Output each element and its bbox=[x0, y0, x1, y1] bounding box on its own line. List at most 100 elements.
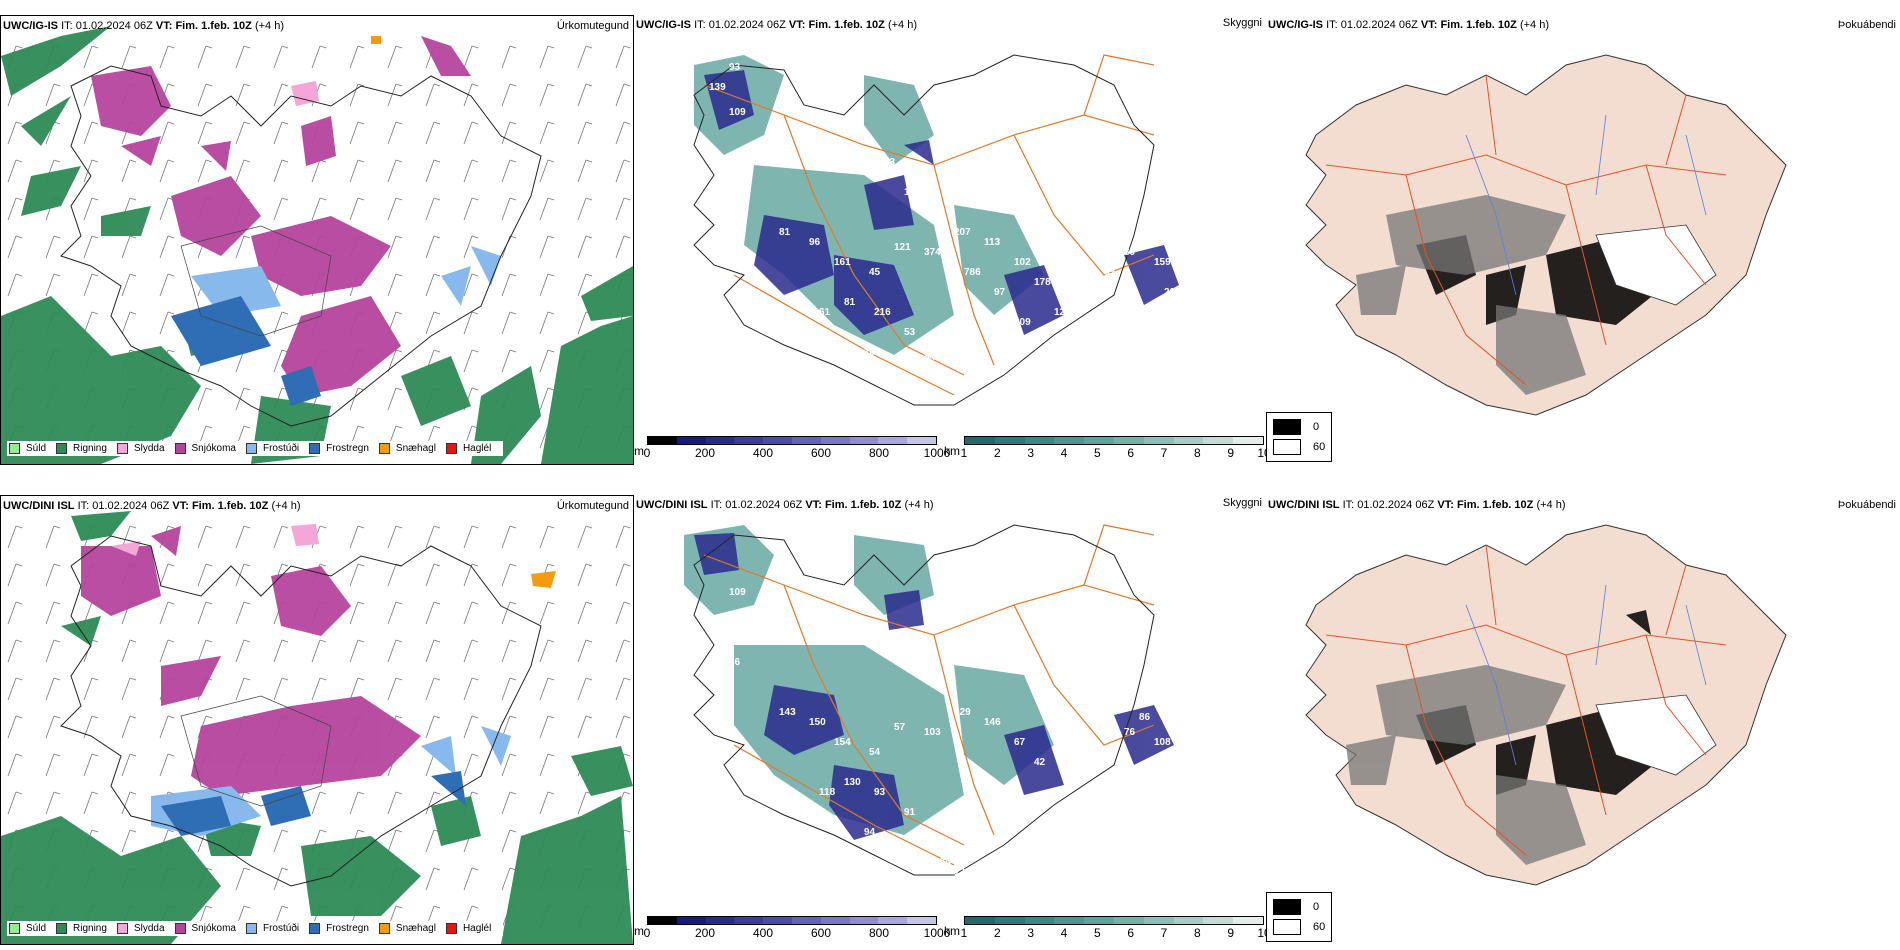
legend-swatch bbox=[9, 443, 20, 454]
wind-barb bbox=[45, 83, 61, 107]
wind-barb bbox=[501, 677, 517, 701]
wind-barb bbox=[539, 753, 555, 777]
wind-barb bbox=[197, 45, 213, 69]
wind-barb bbox=[577, 715, 593, 739]
colorbar-tick: 0 bbox=[643, 926, 651, 940]
wind-barb bbox=[349, 159, 365, 183]
precip-legend: Súld Rigning Slydda Snjókoma Frostúði Frostre… bbox=[7, 921, 504, 936]
wind-barb bbox=[121, 159, 137, 183]
wind-barb bbox=[311, 639, 327, 663]
wind-barb bbox=[273, 829, 289, 853]
wind-barb bbox=[235, 235, 251, 259]
wind-barb bbox=[425, 83, 441, 107]
ceiling-value-label: 200 bbox=[1164, 287, 1181, 298]
colorbar-tick: 9 bbox=[1227, 446, 1234, 460]
colorbar-tick: 9 bbox=[1227, 926, 1234, 940]
ceiling-value-label: 112 bbox=[729, 177, 746, 188]
ceiling-value-label: 216 bbox=[874, 307, 891, 318]
ceiling-value-label: 65 bbox=[1104, 267, 1116, 278]
wind-barb bbox=[273, 677, 289, 701]
colorbar-segment bbox=[1084, 917, 1114, 924]
fog-map-canvas bbox=[1305, 524, 1787, 886]
wind-barb bbox=[159, 639, 175, 663]
wind-barb bbox=[539, 349, 555, 373]
wind-barb bbox=[501, 83, 517, 107]
wind-barb bbox=[615, 563, 631, 587]
colorbar-tick: 3 bbox=[1027, 926, 1034, 940]
colorbar-tick: 8 bbox=[1193, 446, 1201, 460]
wind-barb bbox=[463, 639, 479, 663]
panel-title: UWC/DINI ISL IT: 01.02.2024 06Z VT: Fim.… bbox=[3, 500, 300, 512]
ceiling-value-label: 84 bbox=[924, 352, 936, 363]
ceiling-value-label: 67 bbox=[704, 52, 716, 63]
colorbar-segment bbox=[1203, 437, 1234, 444]
colorbar-segment bbox=[763, 437, 792, 444]
panel-title: UWC/DINI ISL IT: 01.02.2024 06Z VT: Fim.… bbox=[636, 499, 933, 511]
ceiling-value-label: 277 bbox=[974, 877, 991, 888]
wind-barb bbox=[83, 45, 99, 69]
ceiling-value-label: 53 bbox=[884, 157, 896, 168]
wind-barb bbox=[45, 639, 61, 663]
wind-barb bbox=[349, 45, 365, 69]
wind-barb bbox=[615, 121, 631, 145]
ceiling-value-label: 154 bbox=[834, 737, 851, 748]
wind-barb bbox=[615, 83, 631, 107]
wind-barb bbox=[45, 563, 61, 587]
colorbar-tick: 3 bbox=[1027, 446, 1034, 460]
panel-label-fog: Þokuábendi bbox=[1837, 499, 1896, 511]
model-name: UWC/IG-IS bbox=[1268, 19, 1323, 31]
wind-barb bbox=[387, 563, 403, 587]
wind-barb bbox=[577, 639, 593, 663]
fog-legend-label: 0 bbox=[1313, 901, 1320, 913]
legend-swatch bbox=[378, 923, 390, 934]
wind-barb bbox=[197, 121, 213, 145]
wind-barb bbox=[159, 601, 175, 625]
colorbar-segment bbox=[1233, 917, 1263, 924]
wind-barb bbox=[121, 677, 137, 701]
colorbar-tick: 400 bbox=[752, 446, 774, 460]
wind-barb bbox=[539, 387, 555, 411]
wind-barb bbox=[425, 639, 441, 663]
ceiling-value-label: 133 bbox=[794, 327, 811, 338]
ceiling-value-label: 81 bbox=[844, 297, 856, 308]
ceiling-value-label: 105 bbox=[1139, 232, 1156, 243]
wind-barb bbox=[463, 121, 479, 145]
ceiling-value-label: 118 bbox=[819, 787, 836, 798]
ceiling-value-label: 91 bbox=[1094, 307, 1106, 318]
legend-label: Frostregn bbox=[326, 443, 369, 454]
wind-barb bbox=[387, 791, 403, 815]
legend-swatch bbox=[309, 443, 321, 454]
precip-legend-item: Frostregn bbox=[309, 443, 369, 454]
wind-barb bbox=[615, 639, 631, 663]
wind-barb bbox=[425, 235, 441, 259]
legend-label: Slydda bbox=[133, 443, 165, 454]
fog-legend-swatch bbox=[1273, 439, 1301, 455]
colorbar-segment bbox=[965, 917, 995, 924]
wind-barb bbox=[539, 235, 555, 259]
wind-barb bbox=[425, 791, 441, 815]
wind-barb bbox=[387, 349, 403, 373]
wind-barb bbox=[197, 525, 213, 549]
wind-barb bbox=[463, 159, 479, 183]
wind-barb bbox=[425, 715, 441, 739]
ceiling-value-label: 159 bbox=[1154, 257, 1171, 268]
wind-barb bbox=[577, 601, 593, 625]
ceiling-value-label: 47 bbox=[934, 377, 946, 388]
panel-label-fog: Þokuábendi bbox=[1837, 19, 1896, 31]
wind-barb bbox=[83, 677, 99, 701]
wind-barb bbox=[159, 45, 175, 69]
visibility-ticks: 1 2 3 4 5 6 7 8 9 10 bbox=[961, 445, 1266, 460]
wind-barb bbox=[83, 791, 99, 815]
wind-barb bbox=[539, 121, 555, 145]
ceiling-value-label: 130 bbox=[994, 867, 1011, 878]
wind-barb bbox=[387, 677, 403, 701]
wind-barb bbox=[273, 525, 289, 549]
wind-barb bbox=[463, 45, 479, 69]
wind-barb bbox=[159, 563, 175, 587]
colorbar-tick: 800 bbox=[868, 926, 890, 940]
colorbar-segment bbox=[965, 437, 995, 444]
precip-legend-item: Frostregn bbox=[309, 923, 369, 934]
wind-barb bbox=[539, 791, 555, 815]
wind-barb bbox=[273, 121, 289, 145]
wind-barb bbox=[235, 159, 251, 183]
